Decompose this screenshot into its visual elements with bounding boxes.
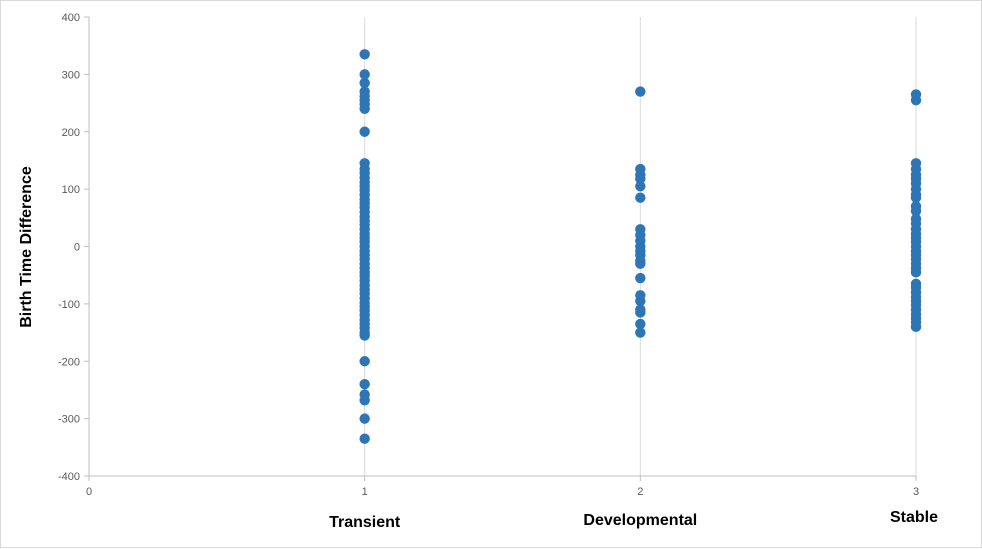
- x-tick-label: 1: [362, 486, 368, 498]
- y-axis-title: Birth Time Difference: [18, 166, 35, 328]
- x-tick-label: 3: [913, 486, 919, 498]
- tick-labels: -400 -300 -200 -100 0 100 200 300 400 0 1 2 3: [58, 12, 919, 498]
- scatter-point: [359, 330, 370, 341]
- scatter-point: [910, 192, 922, 203]
- scatter-point: [359, 77, 370, 89]
- y-tick-label: 200: [62, 127, 80, 139]
- scatter-point: [359, 356, 370, 367]
- y-tick-label: 400: [62, 12, 80, 24]
- scatter-point: [910, 205, 922, 217]
- scatter-point: [635, 258, 646, 269]
- scatter-point: [635, 181, 646, 192]
- scatter-point: [635, 307, 646, 318]
- scatter-point: [359, 69, 370, 80]
- scatter-point: [635, 173, 646, 184]
- scatter-point: [359, 103, 370, 115]
- y-tick-label: -200: [58, 356, 80, 368]
- scatter-point: [910, 321, 922, 333]
- scatter-point: [359, 433, 370, 444]
- category-label: Stable: [890, 509, 938, 526]
- scatter-point: [635, 295, 646, 307]
- x-tick-label: 2: [637, 486, 643, 498]
- scatter-point: [359, 379, 370, 390]
- y-tick-label: -300: [58, 414, 80, 426]
- scatter-point: [359, 126, 370, 137]
- category-label: Developmental: [583, 512, 697, 529]
- scatter-point: [635, 327, 646, 338]
- scatter-point: [359, 395, 370, 406]
- y-tick-label: 300: [62, 69, 80, 81]
- scatter-point: [910, 94, 922, 106]
- scatter-point: [635, 318, 646, 330]
- y-tick-label: 0: [74, 242, 80, 254]
- category-label: Transient: [329, 514, 401, 531]
- x-tick-label: 0: [86, 486, 92, 498]
- category-labels: Transient Developmental Stable: [329, 509, 938, 531]
- scatter-point: [359, 413, 370, 424]
- y-tick-label: -100: [58, 299, 80, 311]
- y-tick-label: -400: [58, 471, 80, 483]
- scatter-point: [635, 272, 646, 284]
- scatter-point: [359, 49, 370, 60]
- scatter-point: [910, 267, 922, 278]
- scatter-point: [635, 86, 646, 97]
- data-points: [359, 49, 922, 444]
- y-tick-label: 100: [62, 184, 80, 196]
- scatter-point: [635, 192, 646, 203]
- axes: [84, 16, 917, 481]
